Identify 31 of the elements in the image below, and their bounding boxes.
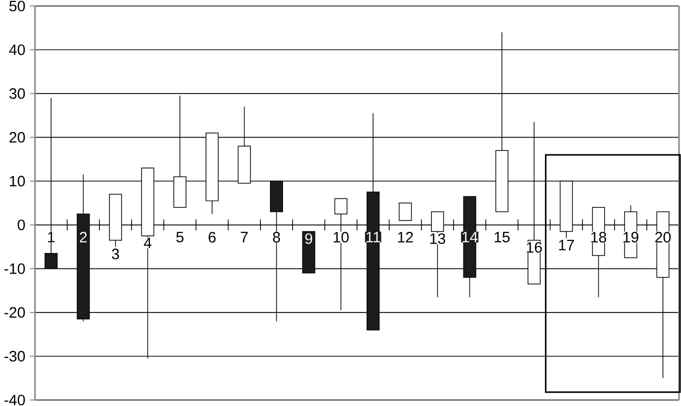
x-tick-label: 3	[112, 248, 120, 260]
x-tick-label: 6	[208, 232, 216, 243]
y-tick-label: 10	[10, 176, 25, 186]
x-tick-label: 11	[366, 232, 380, 242]
x-tick-label: 17	[559, 240, 574, 250]
y-tick-label: -30	[4, 350, 25, 362]
x-tick-label: 4	[144, 238, 152, 248]
y-tick-label: 50	[9, 0, 25, 12]
candlestick	[398, 202, 412, 221]
y-tick-label: 0	[18, 220, 25, 230]
x-tick-label: 19	[624, 232, 638, 243]
x-tick-label: 18	[591, 232, 606, 243]
x-tick-label: 13	[430, 233, 446, 244]
x-tick-label: 7	[240, 232, 248, 242]
x-tick-label: 16	[526, 242, 542, 253]
x-tick-label: 15	[494, 232, 510, 242]
y-tick-label: -20	[4, 307, 25, 318]
x-tick-label: 2	[80, 232, 87, 242]
x-tick-label: 8	[272, 232, 280, 243]
y-tick-label: -40	[4, 394, 25, 406]
y-tick-label: 20	[10, 132, 25, 143]
x-tick-label: 14	[462, 232, 478, 242]
y-tick-label: 30	[9, 88, 25, 99]
x-tick-label: 12	[398, 232, 413, 242]
x-tick-label: 5	[176, 232, 184, 242]
y-tick-label: -10	[4, 263, 25, 274]
x-tick-label: 20	[655, 232, 671, 243]
y-tick-label: 40	[9, 44, 25, 56]
x-tick-label: 10	[334, 232, 349, 243]
x-tick-label: 1	[48, 232, 55, 242]
x-tick-label: 9	[305, 233, 312, 244]
